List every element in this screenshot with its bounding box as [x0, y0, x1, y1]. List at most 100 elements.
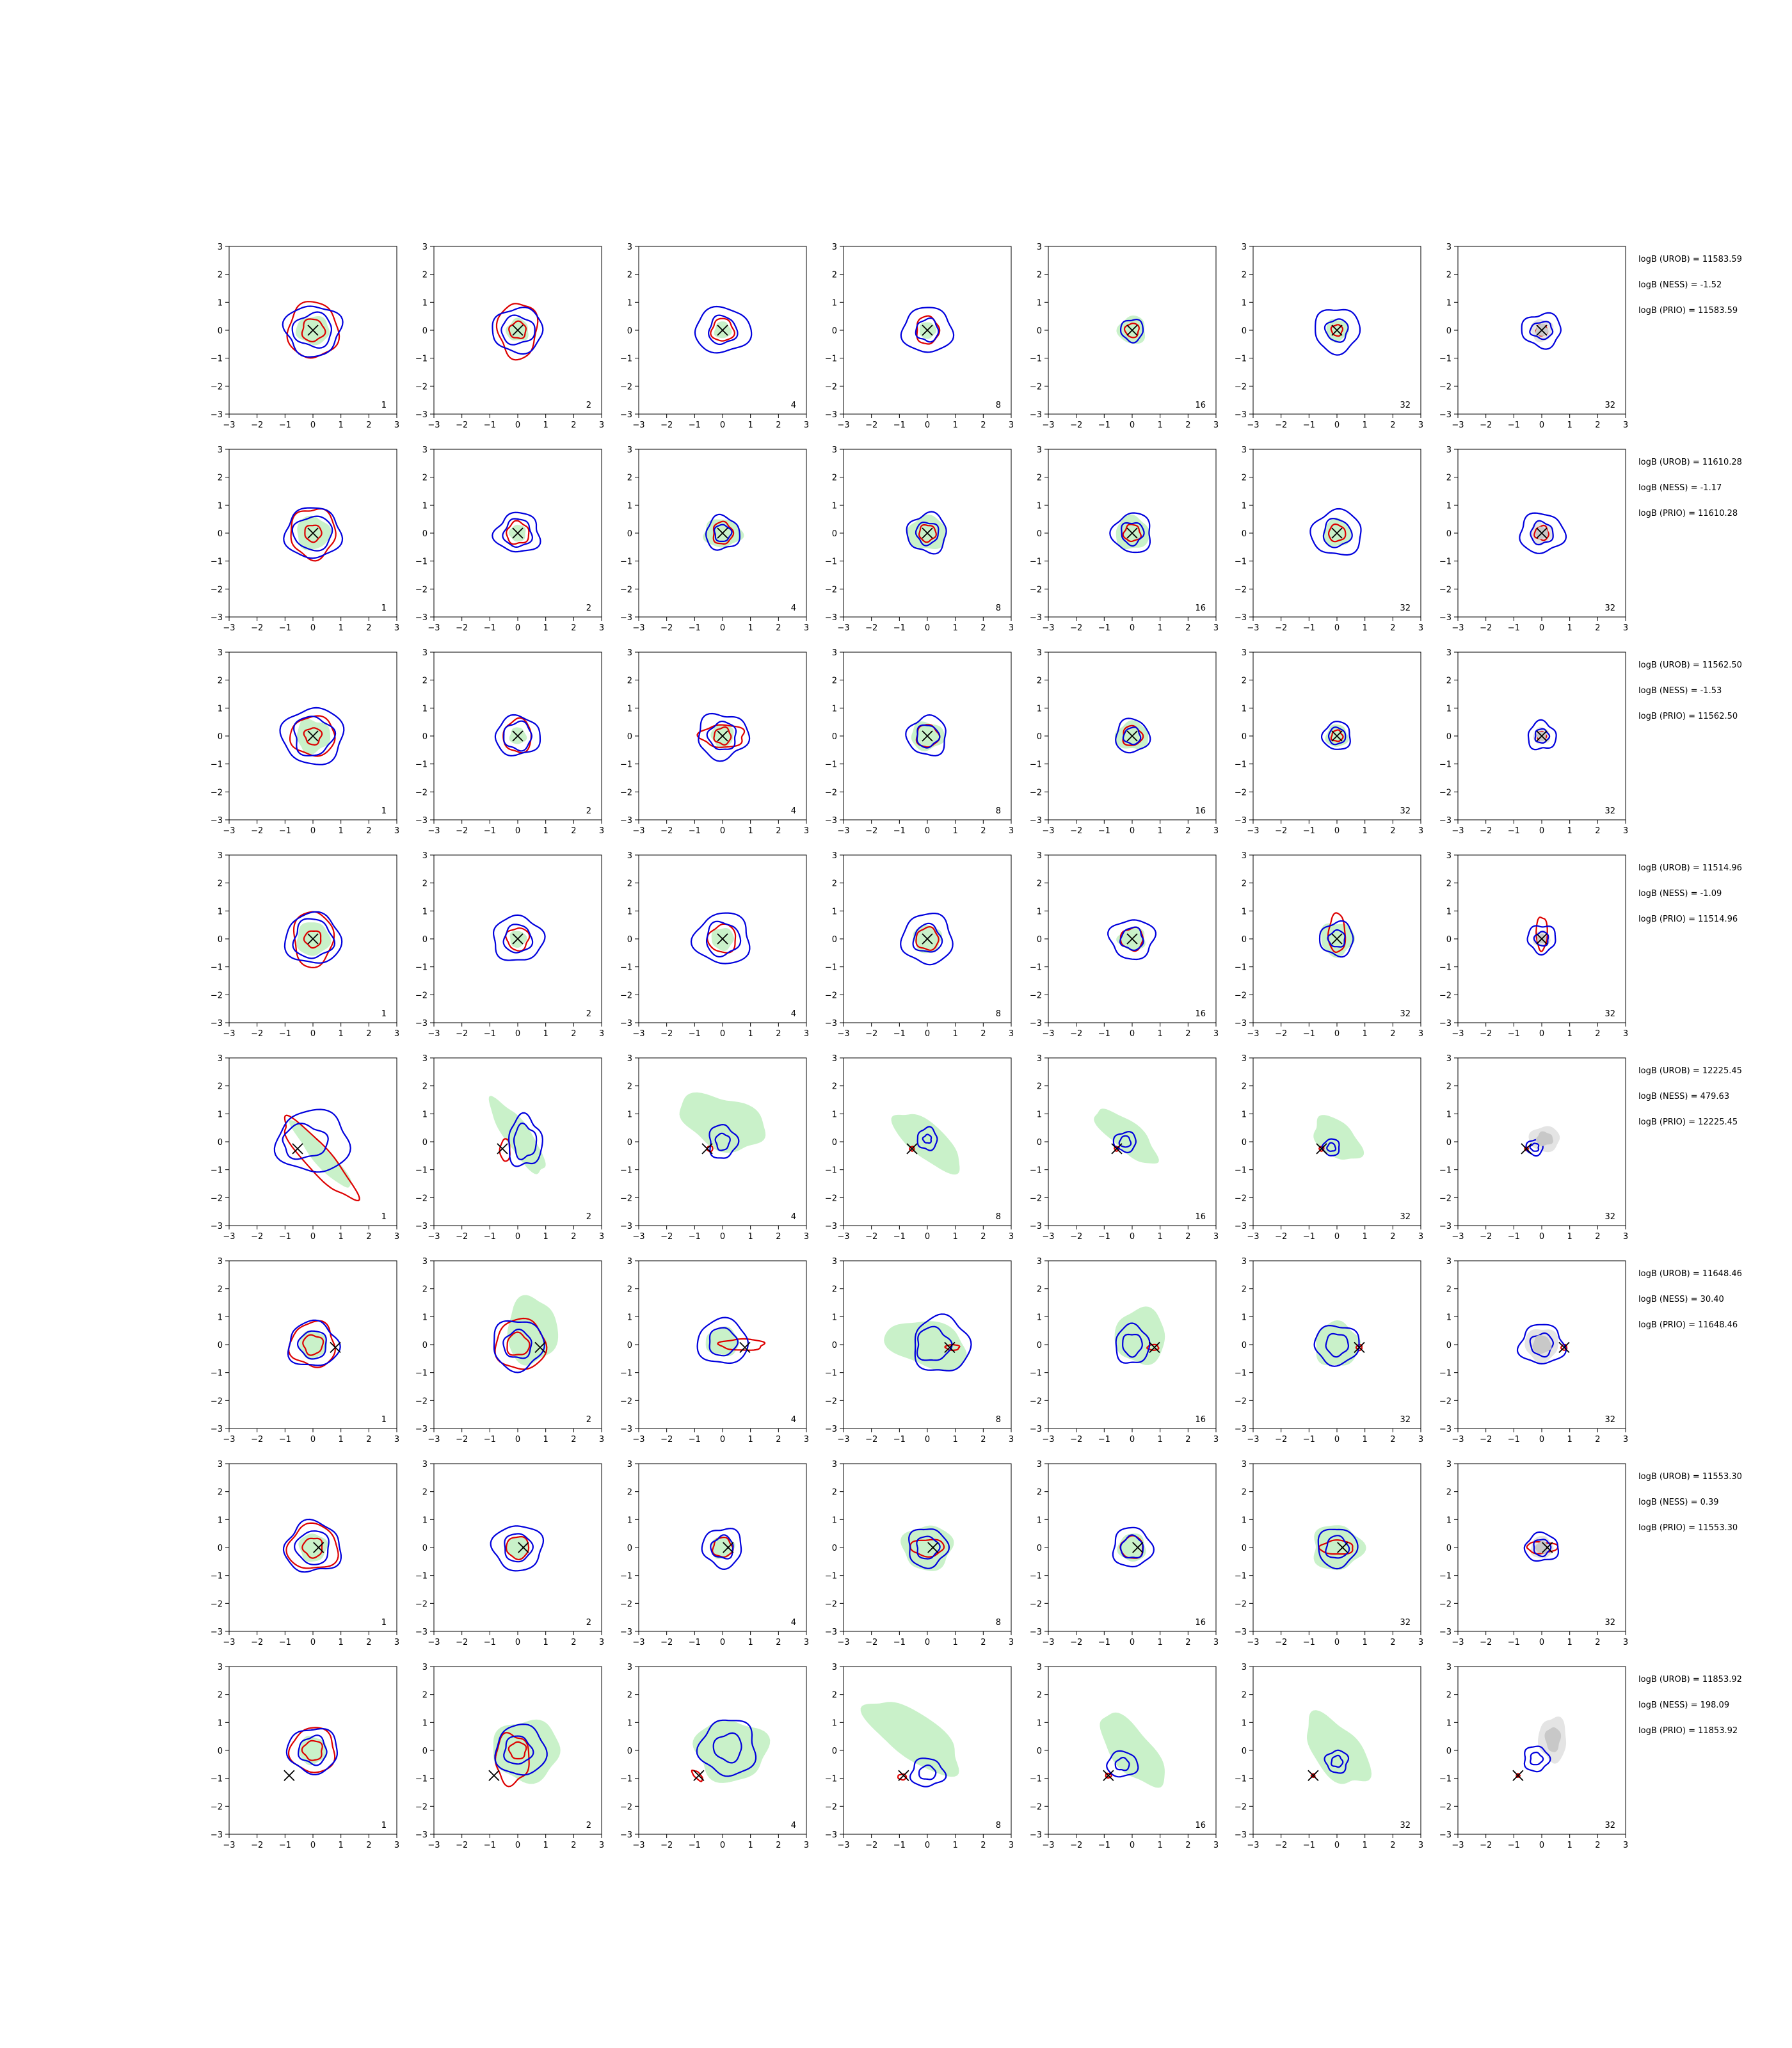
y-tick-label: 3: [832, 1663, 837, 1672]
red-contour: [508, 320, 527, 339]
y-tick-label: 3: [218, 445, 223, 455]
blue-contour: [1109, 512, 1151, 554]
y-tick-label: 0: [218, 935, 223, 945]
y-tick-label: 2: [1446, 1285, 1452, 1295]
x-tick-label: 3: [1623, 420, 1628, 430]
blue-contour: [1122, 1333, 1143, 1358]
panel-r8-c4: −3−3 −2 −2 −1 −1 0 0 1 1 2 2 3 3 8: [825, 1663, 1014, 1850]
panel-count-label: 4: [791, 604, 796, 613]
y-tick-label: 0: [1242, 1341, 1247, 1350]
blue-contour: [906, 511, 947, 555]
x-tick-label: 3: [1418, 1029, 1423, 1039]
y-tick-label: 0: [422, 326, 428, 336]
blue-contour: [1327, 726, 1347, 746]
red-contour: [1330, 324, 1344, 337]
x-tick-label: 0: [1130, 1232, 1135, 1242]
panel-count-label: 32: [1604, 806, 1615, 816]
blue-contour: [900, 913, 954, 966]
x-tick-label: −1: [1303, 420, 1315, 430]
x-tick-label: 2: [571, 1435, 576, 1444]
x-tick-label: −1: [1098, 1638, 1110, 1647]
y-tick-label: 2: [1242, 474, 1247, 483]
blue-contour: [900, 307, 955, 353]
row-annotation: logB (PRIO) = 11583.59: [1638, 306, 1738, 316]
x-tick-label: −1: [893, 1232, 906, 1242]
x-tick-label: 2: [776, 826, 781, 836]
blue-contour: [696, 1719, 757, 1777]
y-tick-label: 3: [422, 1460, 428, 1469]
y-tick-label: −1: [211, 760, 223, 770]
red-contour: [1533, 524, 1549, 541]
x-tick-label: 2: [980, 1435, 986, 1444]
y-tick-label: 3: [627, 851, 632, 861]
x-tick-label: −3: [632, 623, 644, 633]
y-tick-label: 0: [218, 529, 223, 539]
x-tick-label: −1: [484, 1232, 496, 1242]
x-tick-label: 3: [804, 623, 809, 633]
blue-contour: [905, 714, 947, 756]
panel-count-label: 32: [1604, 1009, 1615, 1019]
cross-marker: [1337, 1542, 1348, 1553]
y-tick-label: 1: [1037, 907, 1042, 916]
x-tick-label: 2: [776, 623, 781, 633]
panel-r7-c4: −3−3 −2 −2 −1 −1 0 0 1 1 2 2 3 3 8: [825, 1460, 1014, 1647]
y-tick-label: 0: [422, 1138, 428, 1148]
y-tick-label: −3: [415, 1628, 428, 1637]
x-tick-label: 3: [1623, 826, 1628, 836]
y-tick-label: −3: [620, 1628, 632, 1637]
y-tick-label: −1: [211, 1775, 223, 1784]
panel-r8-c2: −3−3 −2 −2 −1 −1 0 0 1 1 2 2 3 3 2: [415, 1663, 604, 1850]
panel-count-label: 4: [791, 806, 796, 816]
y-tick-label: 1: [1037, 1110, 1042, 1119]
y-tick-label: 0: [422, 529, 428, 539]
blue-contour: [282, 305, 344, 358]
x-tick-label: 0: [720, 623, 725, 633]
row-annotation: logB (PRIO) = 11853.92: [1638, 1726, 1738, 1736]
contour-layer: [1309, 508, 1362, 556]
y-tick-label: 1: [1242, 501, 1247, 511]
blue-contour: [710, 1534, 734, 1560]
blue-contour: [1121, 522, 1145, 547]
y-tick-label: −2: [1030, 788, 1042, 797]
x-tick-label: −2: [1275, 1435, 1287, 1444]
x-tick-label: 2: [980, 1232, 986, 1242]
y-tick-label: 0: [218, 1341, 223, 1350]
x-tick-label: −1: [689, 1638, 701, 1647]
y-tick-label: 3: [1037, 648, 1042, 658]
y-tick-label: −1: [620, 1166, 632, 1176]
row-annotation: logB (UROB) = 12225.45: [1638, 1066, 1742, 1076]
blue-contour: [297, 1734, 328, 1766]
panel-count-label: 32: [1604, 1415, 1615, 1425]
panel-r7-c5: −3−3 −2 −2 −1 −1 0 0 1 1 2 2 3 3 16: [1030, 1460, 1219, 1647]
cross-marker: [1111, 1143, 1123, 1155]
blue-contour: [1530, 520, 1554, 546]
x-tick-label: 0: [1130, 1638, 1135, 1647]
x-tick-label: 1: [1363, 420, 1368, 430]
panel-count-label: 1: [381, 1618, 387, 1628]
x-tick-label: −2: [456, 1638, 468, 1647]
y-tick-label: −1: [825, 1572, 837, 1581]
y-tick-label: 0: [1242, 326, 1247, 336]
y-tick-label: 3: [218, 1257, 223, 1267]
x-tick-label: −3: [223, 1638, 235, 1647]
x-tick-label: 2: [980, 1638, 986, 1647]
x-tick-label: −1: [279, 420, 291, 430]
x-tick-label: −3: [223, 1232, 235, 1242]
x-tick-label: −3: [632, 1638, 644, 1647]
blue-contour: [1324, 1749, 1350, 1774]
x-tick-label: 0: [925, 1232, 930, 1242]
x-tick-label: 0: [1334, 826, 1340, 836]
x-tick-label: −1: [689, 1435, 701, 1444]
x-tick-label: 0: [1539, 1841, 1544, 1850]
red-contour: [918, 524, 937, 543]
contour-layer: [891, 1114, 960, 1175]
cross-marker: [512, 933, 524, 945]
x-tick-label: 2: [571, 1029, 576, 1039]
x-tick-label: 3: [1623, 1435, 1628, 1444]
y-tick-label: 0: [1446, 326, 1452, 336]
x-tick-label: 0: [515, 1638, 520, 1647]
y-tick-label: −3: [211, 1628, 223, 1637]
x-tick-label: −1: [1508, 1029, 1520, 1039]
x-tick-label: −3: [428, 1841, 440, 1850]
x-tick-label: 3: [1009, 1029, 1014, 1039]
